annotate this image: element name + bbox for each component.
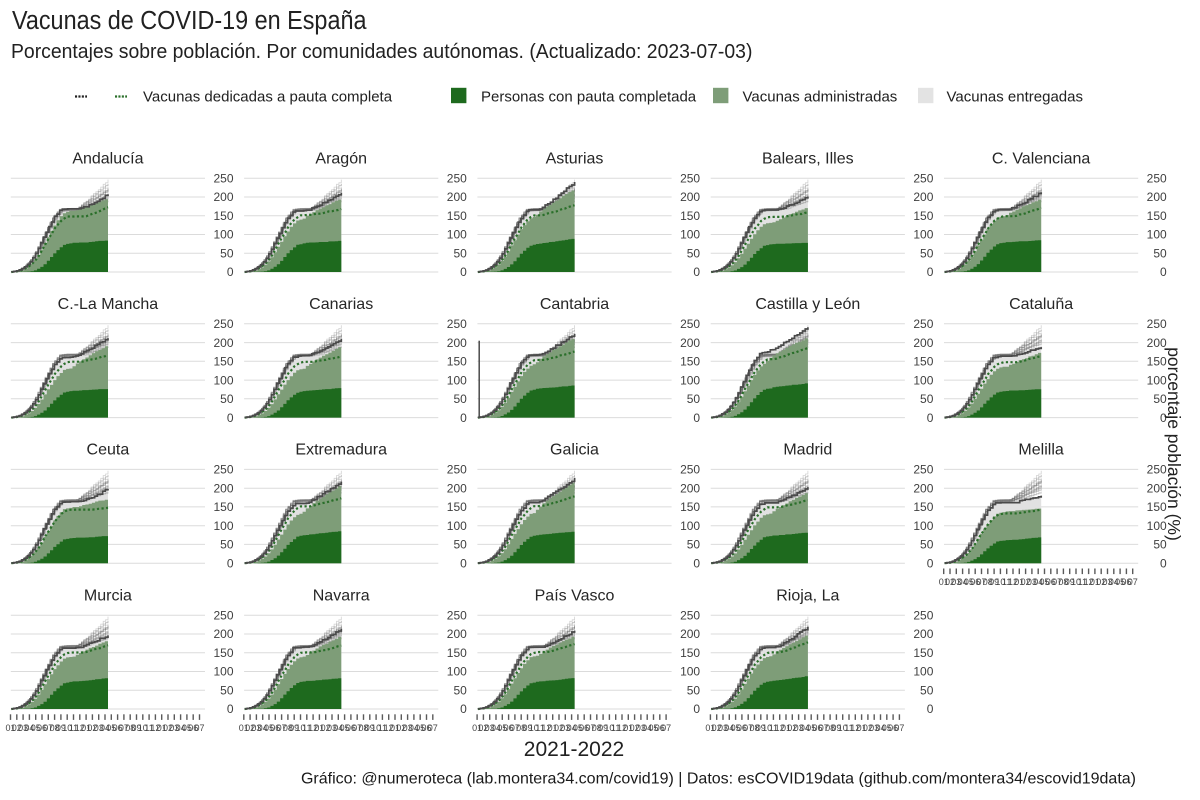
svg-text:Vacunas administradas: Vacunas administradas: [743, 89, 898, 106]
svg-text:País Vasco: País Vasco: [535, 588, 615, 605]
svg-text:Vacunas de COVID-19 en España: Vacunas de COVID-19 en España: [12, 7, 367, 35]
svg-text:Melilla: Melilla: [1018, 442, 1063, 459]
svg-text:Madrid: Madrid: [783, 442, 832, 459]
svg-text:Ceuta: Ceuta: [87, 442, 130, 459]
svg-text:Gráfico: @numeroteca (lab.mont: Gráfico: @numeroteca (lab.montera34.com/…: [301, 771, 1136, 788]
svg-text:Rioja, La: Rioja, La: [776, 588, 839, 605]
svg-text:Porcentajes sobre población. P: Porcentajes sobre población. Por comunid…: [11, 41, 752, 63]
svg-text:Extremadura: Extremadura: [295, 442, 387, 459]
svg-text:Canarias: Canarias: [309, 296, 373, 313]
svg-text:Cantabria: Cantabria: [540, 296, 609, 313]
svg-text:porcentaje población (%): porcentaje población (%): [1164, 347, 1184, 541]
svg-text:Aragón: Aragón: [315, 151, 367, 168]
svg-text:Cataluña: Cataluña: [1009, 296, 1073, 313]
svg-text:C.-La Mancha: C.-La Mancha: [58, 296, 159, 313]
svg-text:Navarra: Navarra: [313, 588, 370, 605]
svg-text:2021-2022: 2021-2022: [524, 738, 624, 761]
svg-text:Andalucía: Andalucía: [72, 151, 143, 168]
svg-text:Asturias: Asturias: [546, 151, 604, 168]
svg-text:Vacunas dedicadas a pauta comp: Vacunas dedicadas a pauta completa: [143, 89, 393, 106]
svg-text:Murcia: Murcia: [84, 588, 132, 605]
svg-text:Vacunas entregadas: Vacunas entregadas: [947, 89, 1084, 106]
svg-text:Galicia: Galicia: [550, 442, 599, 459]
svg-text:Castilla y León: Castilla y León: [755, 296, 860, 313]
svg-text:C. Valenciana: C. Valenciana: [992, 151, 1091, 168]
svg-text:Balears, Illes: Balears, Illes: [762, 151, 854, 168]
svg-text:Personas con pauta completada: Personas con pauta completada: [481, 89, 697, 106]
